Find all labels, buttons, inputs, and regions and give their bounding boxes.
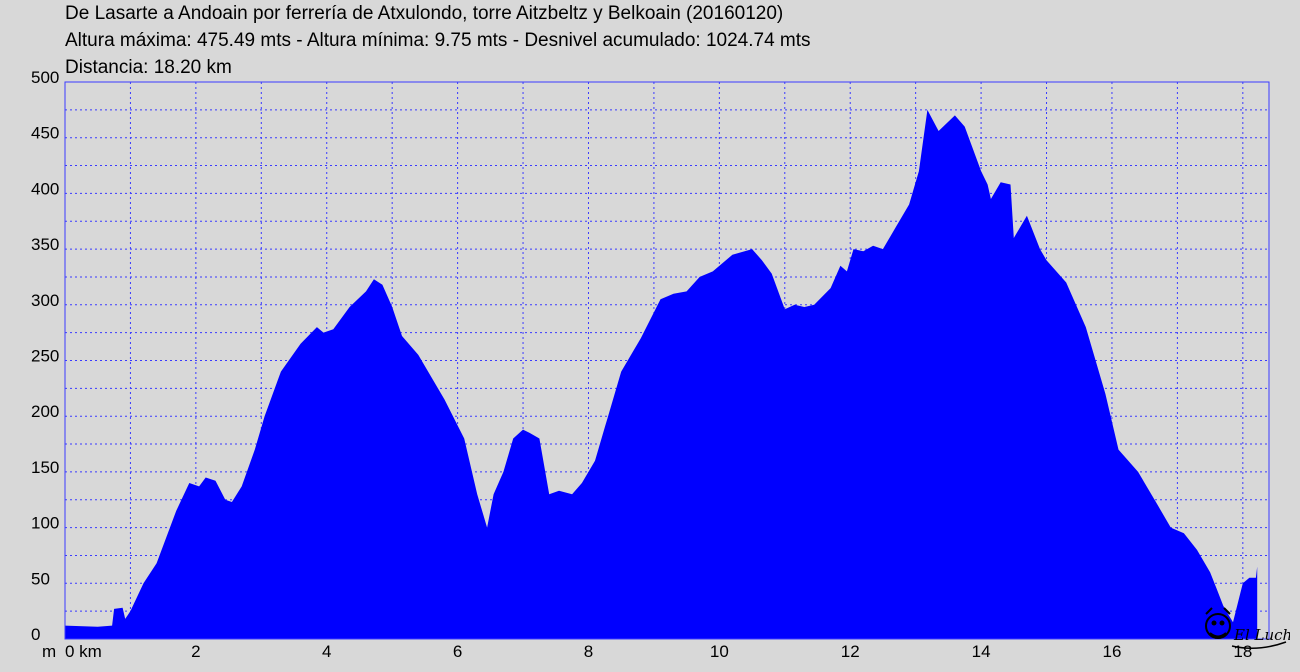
y-tick-label: 450 bbox=[31, 124, 59, 143]
x-tick-label: 16 bbox=[1102, 642, 1121, 661]
x-tick-label: 8 bbox=[584, 642, 593, 661]
y-tick-label: 200 bbox=[31, 402, 59, 421]
y-tick-label: 100 bbox=[31, 514, 59, 533]
x-axis-ticks: 0 km 2 4 6 8 10 12 14 16 18 bbox=[65, 642, 1252, 661]
plot-frame bbox=[64, 81, 1270, 640]
chart-distance: Distancia: 18.20 km bbox=[65, 57, 232, 78]
y-tick-label: 400 bbox=[31, 179, 59, 198]
x-tick-label: 4 bbox=[322, 642, 331, 661]
y-tick-label: 250 bbox=[31, 347, 59, 366]
x-tick-label: 2 bbox=[191, 642, 200, 661]
watermark-text: El Lucho bbox=[1233, 626, 1290, 644]
y-tick-label: 350 bbox=[31, 235, 59, 254]
y-tick-label: 0 bbox=[31, 625, 40, 644]
y-tick-label: 150 bbox=[31, 458, 59, 477]
y-axis-ticks: 0 50 100 150 200 250 300 350 400 450 500 bbox=[31, 68, 59, 644]
signature-logo-icon: El Lucho bbox=[1205, 607, 1290, 649]
chart-stats: Altura máxima: 475.49 mts - Altura mínim… bbox=[65, 30, 811, 51]
x-tick-label: 0 km bbox=[65, 642, 102, 661]
y-tick-label: 300 bbox=[31, 291, 59, 310]
x-tick-label: 14 bbox=[972, 642, 991, 661]
x-tick-label: 12 bbox=[841, 642, 860, 661]
chart-title: De Lasarte a Andoain por ferrería de Atx… bbox=[65, 3, 784, 24]
x-tick-label: 10 bbox=[710, 642, 729, 661]
y-tick-label: 50 bbox=[31, 569, 50, 588]
x-tick-label: 6 bbox=[453, 642, 462, 661]
y-axis-unit-label: m bbox=[42, 642, 56, 661]
elevation-area bbox=[65, 109, 1258, 639]
y-tick-label: 500 bbox=[31, 68, 59, 87]
